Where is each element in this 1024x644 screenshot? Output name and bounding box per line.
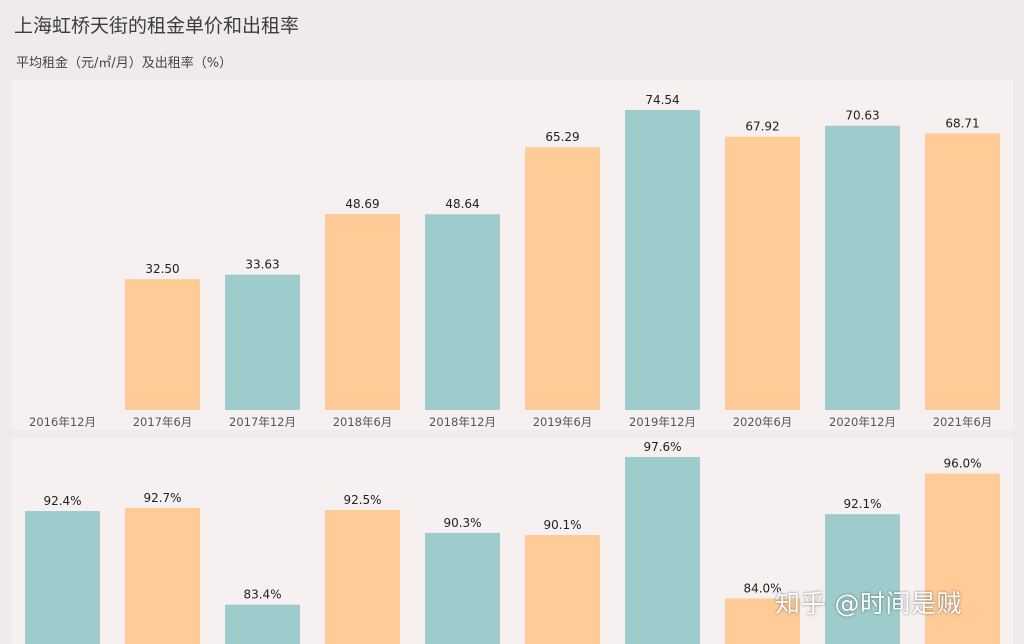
occupancy-bar: [725, 598, 800, 644]
rent-data-label: 65.29: [545, 130, 579, 144]
occupancy-data-label: 97.6%: [643, 440, 681, 454]
x-tick-label: 2019年6月: [533, 415, 593, 429]
rent-bar: [825, 125, 900, 411]
occupancy-data-label: 84.0%: [743, 581, 781, 595]
rent-bar: [325, 214, 400, 410]
x-tick-label: 2020年12月: [829, 415, 896, 429]
occupancy-data-label: 92.5%: [343, 493, 381, 507]
occupancy-data-label: 92.4%: [43, 494, 81, 508]
occupancy-bar: [325, 510, 400, 644]
rent-chart-panel: 2016年12月 32.50 2017年6月 33.63 2017年12月 48.69 20…: [12, 80, 1013, 430]
occupancy-bar: [825, 514, 900, 644]
occupancy-bar: [925, 473, 1000, 644]
occupancy-chart-panel: 92.4% 92.7% 83.4% 92.5% 90.3% 90.1% 97.6% 84.0%…: [12, 438, 1013, 644]
rent-bar: [725, 136, 800, 410]
rent-bar-chart: 2016年12月 32.50 2017年6月 33.63 2017年12月 48.69 20…: [29, 93, 1000, 429]
rent-bar: [125, 279, 200, 410]
chart-title: 上海虹桥天街的租金单价和出租率: [14, 15, 300, 37]
chart-subtitle: 平均租金（元/㎡/月）及出租率（%）: [16, 56, 233, 71]
x-tick-label: 2021年6月: [933, 415, 993, 429]
occupancy-bar: [625, 456, 700, 644]
rent-data-label: 32.50: [145, 262, 179, 276]
occupancy-data-label: 96.0%: [943, 457, 981, 471]
rent-data-label: 67.92: [745, 120, 779, 134]
occupancy-data-label: 90.3%: [443, 516, 481, 530]
occupancy-data-label: 92.7%: [143, 491, 181, 505]
watermark-text: 知乎 @时间是贼: [775, 589, 962, 618]
x-tick-label: 2020年6月: [733, 415, 793, 429]
x-tick-label: 2018年12月: [429, 415, 496, 429]
occupancy-bar: [425, 532, 500, 644]
x-tick-label: 2017年6月: [133, 415, 193, 429]
rent-data-label: 74.54: [645, 93, 679, 107]
x-tick-label: 2018年6月: [333, 415, 393, 429]
rent-data-label: 68.71: [945, 116, 979, 130]
occupancy-bar: [125, 507, 200, 644]
rent-data-label: 70.63: [845, 109, 879, 123]
rent-bar: [425, 214, 500, 410]
occupancy-bar-chart: 92.4% 92.7% 83.4% 92.5% 90.3% 90.1% 97.6% 84.0%…: [25, 440, 1000, 644]
rent-bar: [625, 110, 700, 410]
rent-bar: [225, 274, 300, 410]
rent-data-label: 33.63: [245, 258, 279, 272]
occupancy-data-label: 92.1%: [843, 497, 881, 511]
x-tick-label: 2016年12月: [29, 415, 96, 429]
occupancy-bar: [525, 534, 600, 644]
rent-data-label: 48.69: [345, 197, 379, 211]
rent-data-label: 48.64: [445, 197, 479, 211]
rent-bar: [925, 133, 1000, 410]
occupancy-data-label: 90.1%: [543, 518, 581, 532]
occupancy-data-label: 83.4%: [243, 588, 281, 602]
x-tick-label: 2019年12月: [629, 415, 696, 429]
occupancy-bar: [25, 511, 100, 644]
rent-bar: [525, 147, 600, 410]
x-tick-label: 2017年12月: [229, 415, 296, 429]
occupancy-bar: [225, 604, 300, 644]
